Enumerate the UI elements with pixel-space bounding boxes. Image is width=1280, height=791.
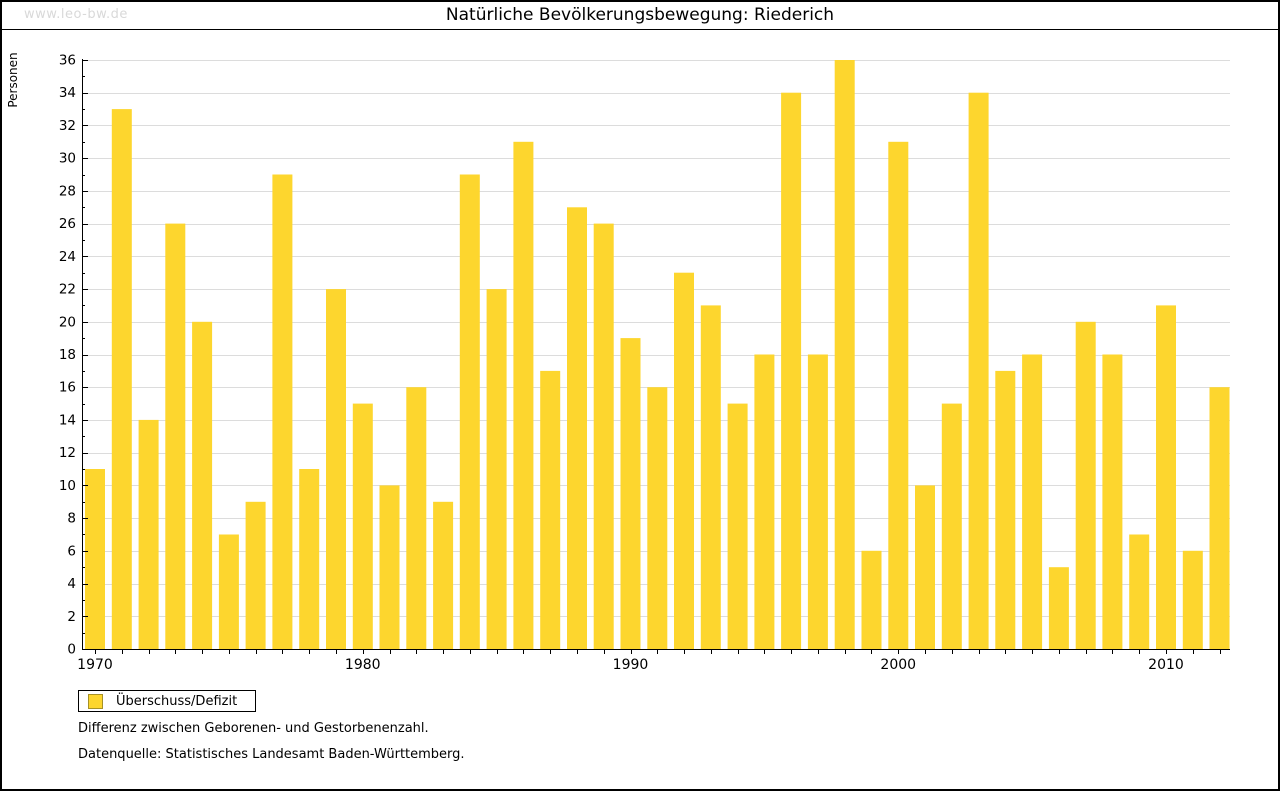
bar-1990 [620,338,641,649]
bar-1984 [459,174,480,649]
bar-1978 [299,469,320,649]
bar-2001 [915,485,935,649]
bar-1999 [861,550,882,649]
bar-1993 [700,305,721,649]
y-tick-label: 32 [59,118,76,134]
bar-2002 [941,403,962,649]
y-tick-label: 24 [59,249,76,265]
bar-1996 [781,92,802,649]
y-tick-label: 20 [59,314,76,330]
bar-2007 [1075,321,1096,649]
legend-swatch [88,693,103,709]
y-tick-label: 8 [67,511,76,527]
bar-1986 [513,141,534,650]
bar-1976 [245,501,266,650]
bar-1985 [486,289,507,649]
page-title: Natürliche Bevölkerungsbewegung: Riederi… [445,4,835,25]
bar-1977 [272,174,293,649]
footnote-description: Differenz zwischen Geborenen- und Gestor… [78,721,429,736]
bar-1982 [406,387,427,649]
watermark: www.leo-bw.de [24,7,128,22]
x-tick-label: 1970 [77,657,113,673]
x-tick-label: 1980 [345,657,381,673]
bar-2011 [1182,550,1203,649]
bar-2004 [995,370,1016,649]
y-tick-label: 16 [59,380,76,396]
bar-1983 [433,501,454,650]
bar-1994 [727,403,748,649]
y-tick-label: 4 [67,576,76,592]
bar-1979 [326,289,346,649]
bar-1970 [85,469,105,649]
bar-1991 [647,387,668,649]
y-tick-label: 12 [59,445,76,461]
bar-1971 [111,109,132,650]
bar-1972 [138,419,159,649]
x-tick-label: 2000 [880,657,916,673]
bar-1987 [540,370,561,649]
bar-1981 [379,485,400,649]
bar-2008 [1102,354,1123,649]
bar-2009 [1129,534,1150,649]
bar-1975 [218,534,239,649]
y-tick-label: 30 [59,151,76,167]
bar-1995 [754,354,775,649]
y-tick-label: 6 [67,543,76,559]
bar-1988 [567,207,587,650]
footnote-source: Datenquelle: Statistisches Landesamt Bad… [78,747,465,762]
bar-1974 [192,321,213,649]
y-tick-label: 10 [59,478,76,494]
x-tick-label: 2010 [1148,657,1184,673]
bar-1973 [165,223,186,649]
bar-1989 [593,223,614,649]
bar-2003 [968,92,989,649]
bar-2005 [1022,354,1043,649]
bar-2012 [1209,387,1230,649]
y-tick-label: 36 [59,53,76,69]
bar-1997 [807,354,828,649]
bar-1980 [352,403,373,649]
y-tick-label: 18 [59,347,76,363]
y-tick-label: 34 [59,85,76,101]
bar-1992 [674,272,694,649]
y-tick-label: 22 [59,282,76,298]
bar-2006 [1048,567,1069,649]
x-tick-label: 1990 [613,657,649,673]
bar-2010 [1156,305,1176,649]
y-tick-label: 0 [67,642,76,658]
y-tick-label: 2 [67,609,76,625]
bar-1998 [834,60,855,649]
y-tick-label: 28 [59,183,76,199]
bar-2000 [888,141,909,650]
y-tick-label: 14 [59,412,76,428]
legend-label: Überschuss/Defizit [116,693,238,709]
title-bar: www.leo-bw.de Natürliche Bevölkerungsbew… [0,0,1280,30]
y-tick-label: 26 [59,216,76,232]
legend: Überschuss/Defizit [78,690,257,712]
